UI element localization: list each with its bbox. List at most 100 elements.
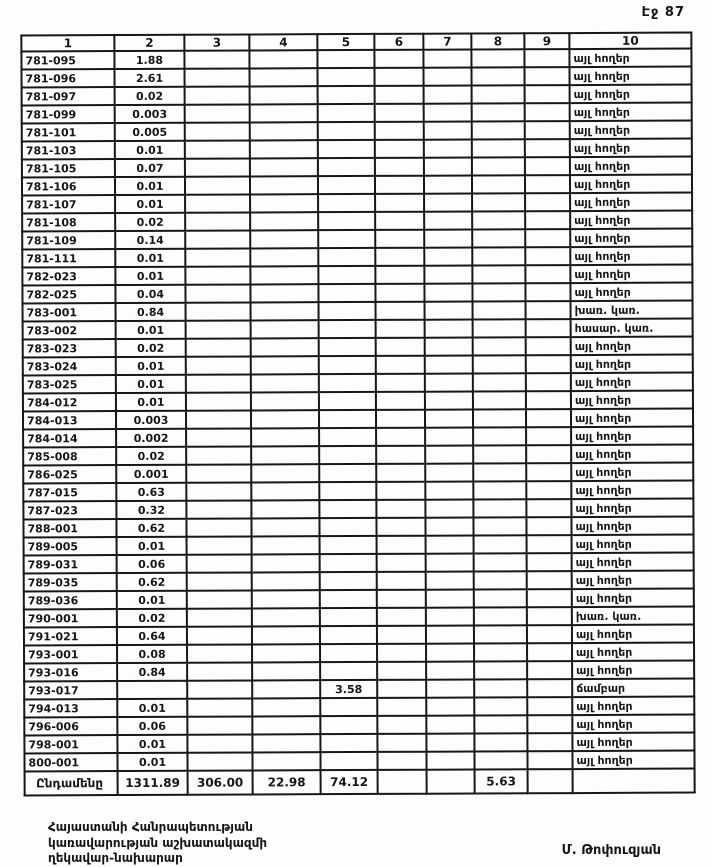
cell-col8 bbox=[472, 283, 526, 302]
cell-col10: այլ հողեր bbox=[571, 534, 694, 554]
cell-col4 bbox=[250, 212, 319, 231]
cell-col10: այլ հողեր bbox=[572, 660, 695, 680]
cell-col4 bbox=[252, 662, 321, 681]
cell-col6 bbox=[377, 751, 427, 770]
cell-col7 bbox=[424, 193, 473, 212]
cell-col5 bbox=[317, 139, 375, 159]
cell-col6 bbox=[375, 283, 425, 302]
cell-col1: 793-001 bbox=[24, 645, 118, 664]
cell-col6 bbox=[374, 85, 424, 104]
cell-col7 bbox=[424, 265, 473, 284]
cell-col1: 787-015 bbox=[23, 483, 117, 502]
cell-col10: այլ հողեր bbox=[569, 84, 692, 104]
cell-col2: 0.02 bbox=[114, 86, 185, 106]
cell-col8 bbox=[472, 355, 526, 374]
cell-col2: 1.88 bbox=[114, 50, 185, 70]
cell-col2: 0.005 bbox=[114, 122, 185, 142]
cell-col7 bbox=[423, 175, 473, 194]
cell-col10: այլ հողեր bbox=[570, 354, 693, 374]
cell-col4 bbox=[251, 464, 320, 483]
cell-col1: 781-097 bbox=[21, 87, 115, 106]
cell-col9 bbox=[524, 175, 571, 194]
cell-col5 bbox=[317, 121, 375, 141]
cell-col6 bbox=[375, 193, 425, 212]
cell-col3 bbox=[186, 428, 252, 447]
cell-col7 bbox=[424, 319, 473, 338]
cell-col2: 0.02 bbox=[116, 446, 187, 466]
cell-col4 bbox=[249, 104, 318, 123]
total-row: Ընդամենը 1311.89 306.00 22.98 74.12 5.63 bbox=[24, 768, 695, 796]
cell-col9 bbox=[525, 301, 571, 320]
column-header: 8 bbox=[471, 33, 525, 50]
cell-col2: 0.04 bbox=[115, 284, 186, 304]
cell-col4 bbox=[250, 410, 320, 429]
cell-col6 bbox=[375, 229, 425, 248]
cell-col10: այլ հողեր bbox=[570, 408, 694, 428]
cell-col10: ճամբար bbox=[572, 678, 695, 698]
cell-col2 bbox=[117, 680, 188, 700]
cell-col5 bbox=[319, 463, 377, 483]
total-cell-col7 bbox=[426, 769, 475, 794]
cell-col8 bbox=[472, 409, 527, 428]
cell-col7 bbox=[423, 85, 472, 104]
cell-col1: 787-023 bbox=[23, 501, 117, 520]
total-cell-col3: 306.00 bbox=[187, 770, 253, 795]
cell-col7 bbox=[423, 49, 472, 68]
cell-col10: խառ. կառ. bbox=[571, 606, 694, 626]
cell-col9 bbox=[526, 445, 572, 464]
cell-col1: 789-031 bbox=[23, 555, 117, 574]
cell-col6 bbox=[374, 49, 424, 68]
cell-col5 bbox=[320, 661, 378, 681]
cell-col1: 783-002 bbox=[22, 321, 116, 340]
cell-col3 bbox=[185, 194, 251, 213]
cell-col10: այլ հողեր bbox=[569, 48, 692, 68]
cell-col5 bbox=[318, 283, 376, 303]
cell-col9 bbox=[526, 463, 572, 482]
total-cell-col10 bbox=[572, 768, 695, 794]
cell-col8 bbox=[472, 193, 526, 212]
cell-col4 bbox=[251, 608, 320, 627]
footer-line-3: ղեկավար-նախարար bbox=[48, 851, 183, 866]
cell-col3 bbox=[185, 248, 251, 267]
cell-col3 bbox=[186, 518, 252, 537]
cell-col7 bbox=[423, 139, 472, 158]
page-number: Էջ 87 bbox=[641, 5, 685, 20]
cell-col7 bbox=[426, 751, 475, 770]
cell-col8 bbox=[472, 247, 526, 266]
cell-col10: հասար. կառ. bbox=[570, 318, 693, 338]
cell-col9 bbox=[526, 589, 572, 608]
cell-col9 bbox=[526, 535, 572, 554]
cell-col4 bbox=[249, 176, 319, 195]
total-cell-col9 bbox=[527, 769, 573, 794]
cell-col3 bbox=[186, 464, 252, 483]
cell-col5 bbox=[317, 157, 375, 177]
cell-col3 bbox=[187, 716, 253, 735]
cell-col9 bbox=[526, 499, 572, 518]
cell-col1: 798-001 bbox=[24, 735, 118, 754]
signature-name: Մ. Թոփուզյան bbox=[561, 843, 661, 858]
cell-col5 bbox=[319, 535, 377, 555]
cell-col3 bbox=[185, 284, 251, 303]
cell-col8 bbox=[472, 301, 526, 320]
cell-col10: այլ հողեր bbox=[570, 246, 693, 266]
cell-col8 bbox=[474, 715, 528, 734]
cell-col6 bbox=[376, 463, 426, 482]
cell-col6 bbox=[377, 733, 427, 752]
cell-col10: այլ հողեր bbox=[572, 732, 695, 752]
cell-col7 bbox=[425, 589, 474, 608]
cell-col2: 0.06 bbox=[117, 716, 188, 736]
cell-col6 bbox=[377, 715, 427, 734]
cell-col6 bbox=[374, 175, 425, 194]
cell-col1: 796-006 bbox=[24, 717, 118, 736]
cell-col6 bbox=[375, 265, 425, 284]
cell-col1: 781-111 bbox=[22, 249, 116, 268]
cell-col5 bbox=[318, 391, 376, 411]
cell-col6 bbox=[377, 643, 427, 662]
cell-col8 bbox=[471, 85, 525, 104]
cell-col10: այլ հողեր bbox=[569, 174, 693, 194]
total-cell-col4: 22.98 bbox=[252, 770, 321, 795]
cell-col2: 0.84 bbox=[115, 302, 186, 322]
cell-col10: այլ հողեր bbox=[570, 390, 693, 410]
cell-col10: այլ հողեր bbox=[569, 138, 692, 158]
